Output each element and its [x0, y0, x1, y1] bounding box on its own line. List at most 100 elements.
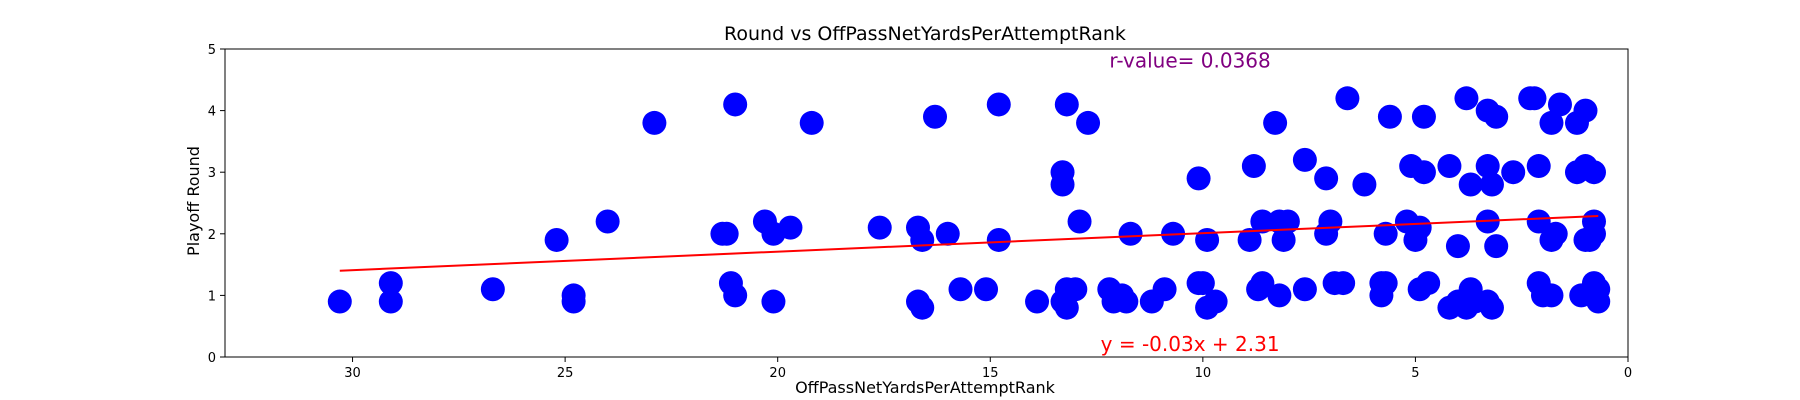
data-point	[1331, 271, 1356, 296]
axes-frame	[224, 48, 1629, 358]
chart-title: Round vs OffPassNetYardsPerAttemptRank	[724, 23, 1126, 45]
data-point	[1437, 154, 1462, 179]
plot-area: r-value= 0.0368 y = -0.03x + 2.31	[224, 48, 1629, 358]
data-point	[1526, 154, 1551, 179]
data-point	[1292, 147, 1317, 172]
x-axis-label: OffPassNetYardsPerAttemptRank	[795, 378, 1056, 397]
r-value-annotation: r-value= 0.0368	[1109, 48, 1270, 72]
data-point	[1373, 271, 1398, 296]
data-point	[1479, 295, 1504, 320]
data-point	[378, 271, 403, 296]
data-point	[480, 277, 505, 302]
data-point	[1241, 154, 1266, 179]
data-point	[1373, 221, 1398, 246]
regression-line	[339, 214, 1599, 272]
x-tick-label: 15	[982, 366, 999, 381]
data-point	[1454, 86, 1479, 111]
data-point	[1275, 209, 1300, 234]
data-point	[1267, 283, 1292, 308]
data-point	[1543, 221, 1568, 246]
data-point	[1547, 92, 1572, 117]
data-point	[1250, 271, 1275, 296]
data-point	[1377, 104, 1402, 129]
data-point	[1190, 271, 1215, 296]
data-point	[986, 227, 1011, 252]
data-point	[974, 277, 999, 302]
data-point	[761, 289, 786, 314]
data-point	[1539, 283, 1564, 308]
y-tick-label: 1	[208, 289, 216, 304]
data-point	[561, 289, 586, 314]
data-point	[1318, 209, 1343, 234]
data-point	[595, 209, 620, 234]
regression-equation: y = -0.03x + 2.31	[1101, 332, 1280, 356]
data-point	[1076, 110, 1101, 135]
x-tick-label: 30	[344, 366, 361, 381]
data-point	[1411, 104, 1436, 129]
data-point	[1263, 110, 1288, 135]
data-point	[1581, 221, 1606, 246]
data-point	[1335, 86, 1360, 111]
data-point	[1067, 209, 1092, 234]
data-point	[1050, 172, 1075, 197]
data-point	[1114, 289, 1139, 314]
data-point	[986, 92, 1011, 117]
data-point	[1526, 209, 1551, 234]
data-point	[778, 215, 803, 240]
data-point	[1581, 160, 1606, 185]
data-point	[1484, 234, 1509, 259]
data-point	[867, 215, 892, 240]
data-point	[948, 277, 973, 302]
data-point	[1411, 160, 1436, 185]
data-point	[910, 227, 935, 252]
data-point	[1352, 172, 1377, 197]
data-point	[1025, 289, 1050, 314]
y-tick-label: 0	[208, 351, 216, 366]
data-point	[723, 92, 748, 117]
y-tick-label: 3	[208, 166, 216, 181]
y-tick-label: 5	[208, 43, 216, 58]
x-axis-ticks: 30 25 20 15 10 5 0	[344, 357, 1632, 381]
x-tick-label: 10	[1195, 366, 1212, 381]
data-point	[714, 221, 739, 246]
data-point	[378, 289, 403, 314]
data-point	[1501, 160, 1526, 185]
data-point	[1250, 209, 1275, 234]
data-point	[1063, 277, 1088, 302]
data-point	[1203, 289, 1228, 314]
data-point	[1292, 277, 1317, 302]
data-point	[1539, 110, 1564, 135]
data-point	[1195, 227, 1220, 252]
data-point	[1458, 172, 1483, 197]
y-tick-label: 2	[208, 228, 216, 243]
data-point	[1314, 166, 1339, 191]
x-tick-label: 5	[1411, 366, 1419, 381]
data-point	[1054, 295, 1079, 320]
x-tick-label: 25	[557, 366, 574, 381]
data-point	[799, 110, 824, 135]
data-point	[1118, 221, 1143, 246]
data-point	[1271, 227, 1296, 252]
data-point	[935, 221, 960, 246]
data-point	[1484, 104, 1509, 129]
data-point	[1416, 271, 1441, 296]
data-point	[544, 227, 569, 252]
data-point	[910, 295, 935, 320]
data-point	[1237, 227, 1262, 252]
data-point	[1445, 234, 1470, 259]
data-point	[1522, 86, 1547, 111]
y-axis-label: Playoff Round	[184, 146, 203, 256]
data-point	[1152, 277, 1177, 302]
data-point	[1054, 92, 1079, 117]
data-point	[1479, 172, 1504, 197]
data-point	[327, 289, 352, 314]
data-point	[1407, 215, 1432, 240]
data-point	[642, 110, 667, 135]
data-point	[1475, 154, 1500, 179]
data-point	[723, 283, 748, 308]
x-tick-label: 0	[1624, 366, 1632, 381]
data-point	[923, 104, 948, 129]
x-tick-label: 20	[769, 366, 786, 381]
